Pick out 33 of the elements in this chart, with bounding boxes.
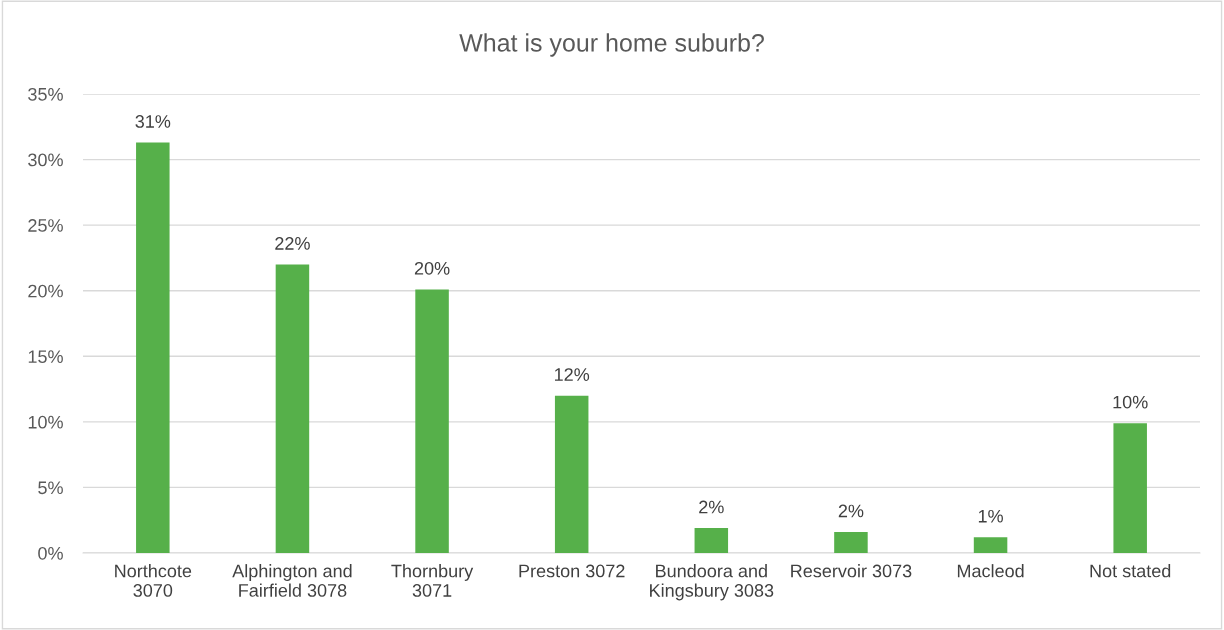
x-tick-label: Alphington and Fairfield 3078	[232, 564, 352, 597]
bar	[136, 142, 170, 553]
y-tick-label: 30%	[28, 153, 63, 167]
data-label: 31%	[135, 115, 171, 128]
chart-title: What is your home suburb?	[459, 33, 764, 57]
bar	[694, 528, 729, 553]
bar	[415, 289, 449, 553]
data-label: 2%	[838, 504, 864, 518]
bar	[554, 395, 589, 553]
x-tick-label: Not stated	[1090, 564, 1171, 578]
data-label: 22%	[275, 237, 310, 250]
y-tick-label: 0%	[38, 546, 63, 560]
y-tick-label: 10%	[28, 415, 63, 429]
bar	[275, 264, 310, 553]
x-tick-label: Bundoora and Kingsbury 3083	[650, 564, 774, 601]
x-tick-label: Macleod	[957, 564, 1024, 578]
x-tick-label: Reservoir 3073	[791, 564, 912, 578]
bar	[1113, 423, 1147, 553]
x-tick-label: Northcote 3070	[115, 564, 192, 597]
data-label: 12%	[555, 368, 590, 381]
data-label: 20%	[414, 261, 450, 275]
y-tick-label: 25%	[28, 219, 63, 232]
bar	[973, 537, 1008, 553]
y-tick-label: 15%	[28, 350, 63, 364]
bar	[834, 532, 868, 553]
data-label: 1%	[978, 509, 1003, 523]
x-tick-label: Preston 3072	[519, 564, 625, 578]
y-tick-label: 5%	[38, 481, 63, 495]
x-tick-label: Thornbury 3071	[391, 564, 474, 597]
data-label: 2%	[699, 500, 724, 514]
data-label: 10%	[1113, 395, 1148, 409]
y-tick-label: 35%	[28, 87, 63, 101]
y-tick-label: 20%	[28, 284, 63, 298]
